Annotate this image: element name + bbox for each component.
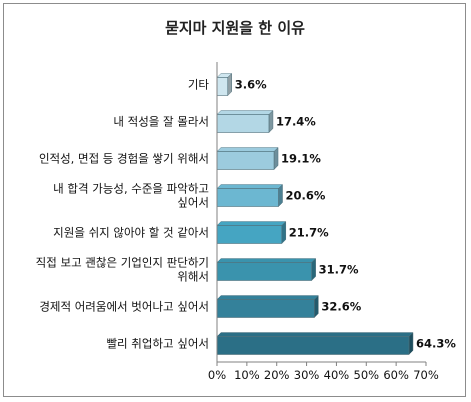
bar-1 xyxy=(216,109,274,134)
bar-7-front xyxy=(216,336,410,355)
bar-0-front xyxy=(216,77,229,96)
value-label-5: 31.7% xyxy=(319,263,359,277)
bar-2-top xyxy=(216,147,279,152)
bar-1-top xyxy=(216,110,274,115)
value-label-7: 64.3% xyxy=(416,337,456,351)
category-label-3-line-0: 내 합격 가능성, 수준을 파악하고 xyxy=(53,182,209,196)
category-label-3: 내 합격 가능성, 수준을 파악하고 싶어서 xyxy=(53,182,209,210)
bar-4-front xyxy=(216,225,283,244)
category-label-0: 기타 xyxy=(188,78,210,92)
x-tick-label-7: 70% xyxy=(413,368,439,382)
bar-0 xyxy=(216,72,233,97)
bar-1-side xyxy=(268,109,274,134)
bar-7-top xyxy=(216,332,414,337)
bar-2-side xyxy=(273,146,279,171)
category-label-2: 인적성, 면접 등 경험을 쌓기 위해서 xyxy=(39,152,209,166)
category-label-6-line-0: 경제적 어려움에서 벗어나고 싶어서 xyxy=(39,300,209,314)
bar-2 xyxy=(216,146,279,171)
value-label-4: 21.7% xyxy=(289,226,329,240)
value-label-2: 19.1% xyxy=(281,152,321,166)
category-label-4-line-0: 지원을 쉬지 않아야 할 것 같아서 xyxy=(53,226,209,240)
category-label-3-line-1: 싶어서 xyxy=(177,196,209,210)
bar-4 xyxy=(216,220,287,245)
bar-5-top xyxy=(216,258,317,263)
bar-6-side xyxy=(314,294,319,319)
x-tick-label-0: 0% xyxy=(208,368,226,382)
bar-5 xyxy=(216,257,317,282)
x-axis: 0% 10% 20% 30% 40% 50% 60% 70% xyxy=(208,62,439,382)
x-tick-label-6: 60% xyxy=(383,368,409,382)
bar-0-side xyxy=(227,72,232,97)
bar-6-top xyxy=(216,295,319,300)
category-label-5-line-0: 직접 보고 괜찮은 기업인지 판단하기 xyxy=(36,256,209,270)
bar-4-side xyxy=(281,220,287,245)
value-labels: 3.6% 17.4% 19.1% 20.6% 21.7% 31.7% 32.6% 64.3% xyxy=(235,78,457,351)
bar-2-front xyxy=(216,151,275,170)
bar-6-front xyxy=(216,299,315,318)
x-tick-label-1: 10% xyxy=(234,368,260,382)
bar-3 xyxy=(216,183,284,208)
bars-layer xyxy=(216,72,414,356)
bar-1-front xyxy=(216,114,270,133)
bar-3-top xyxy=(216,184,284,189)
bar-5-front xyxy=(216,262,312,281)
x-tick-label-5: 50% xyxy=(354,368,380,382)
category-label-5-line-1: 위해서 xyxy=(177,270,209,284)
category-label-1: 내 적성을 잘 몰라서 xyxy=(113,115,209,129)
value-label-6: 32.6% xyxy=(321,300,361,314)
category-label-1-line-0: 내 적성을 잘 몰라서 xyxy=(113,115,209,129)
bar-7-side xyxy=(408,331,414,356)
x-tick-label-3: 30% xyxy=(294,368,320,382)
bar-4-top xyxy=(216,221,287,226)
x-tick-label-4: 40% xyxy=(324,368,350,382)
value-label-3: 20.6% xyxy=(286,189,326,203)
category-label-5: 직접 보고 괜찮은 기업인지 판단하기 위해서 xyxy=(36,256,209,284)
bar-6 xyxy=(216,294,319,319)
category-label-4: 지원을 쉬지 않아야 할 것 같아서 xyxy=(53,226,209,240)
value-label-0: 3.6% xyxy=(235,78,267,92)
category-label-7-line-0: 빨리 취업하고 싶어서 xyxy=(106,337,209,351)
category-label-6: 경제적 어려움에서 벗어나고 싶어서 xyxy=(39,300,209,314)
chart-title: 묻지마 지원을 한 이유 xyxy=(165,19,305,37)
bar-5-side xyxy=(311,257,316,282)
x-tick-label-2: 20% xyxy=(264,368,290,382)
category-label-0-line-0: 기타 xyxy=(188,78,210,92)
bar-3-side xyxy=(278,183,283,208)
bar-3-front xyxy=(216,188,279,207)
value-label-1: 17.4% xyxy=(276,115,316,129)
bar-7 xyxy=(216,331,414,356)
category-label-7: 빨리 취업하고 싶어서 xyxy=(106,337,209,351)
category-label-2-line-0: 인적성, 면접 등 경험을 쌓기 위해서 xyxy=(39,152,209,166)
